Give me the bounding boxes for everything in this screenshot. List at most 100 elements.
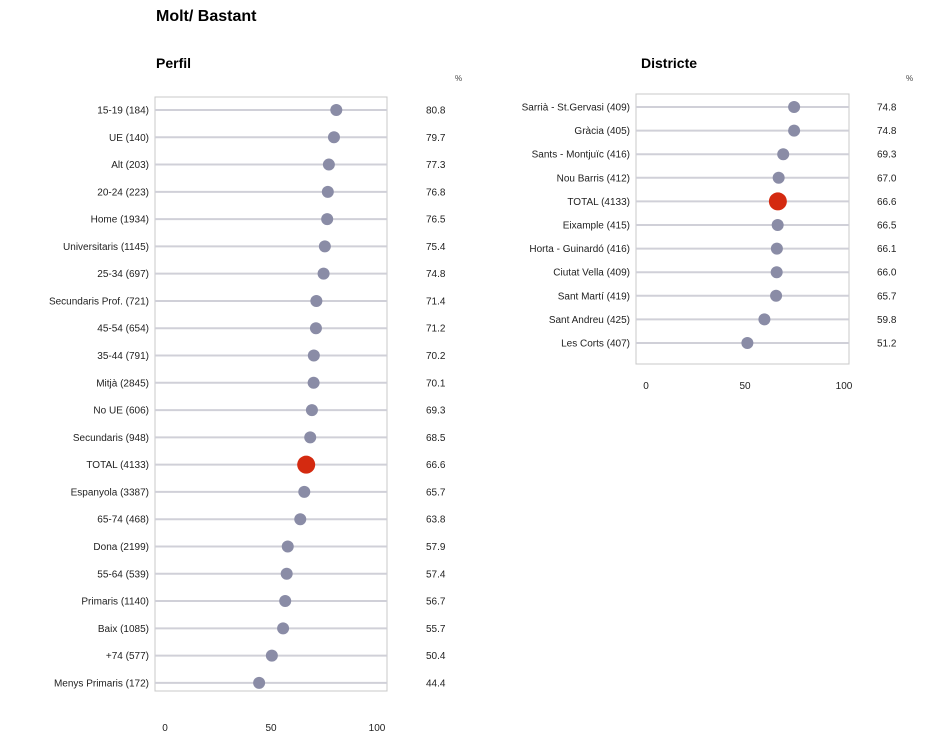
data-point-perfil-1 xyxy=(327,131,340,144)
value-label-districte-8: 65.7 xyxy=(877,291,897,302)
data-point-perfil-0 xyxy=(330,104,343,116)
data-point-perfil-9 xyxy=(307,349,320,362)
value-label-districte-10: 51.2 xyxy=(877,339,897,350)
category-label-perfil-11: No UE (606) xyxy=(93,406,149,417)
category-label-perfil-18: Primaris (1140) xyxy=(81,597,149,608)
value-label-districte-0: 74.8 xyxy=(877,103,897,114)
category-label-districte-8: Sant Martí (419) xyxy=(558,291,630,302)
category-label-perfil-2: Alt (203) xyxy=(111,160,149,171)
category-label-perfil-12: Secundaris (948) xyxy=(73,433,149,444)
data-point-perfil-5 xyxy=(318,240,331,253)
data-point-districte-1 xyxy=(788,124,801,137)
data-point-perfil-19 xyxy=(277,622,290,635)
data-point-perfil-11 xyxy=(305,404,318,417)
data-point-perfil-3 xyxy=(321,185,334,198)
category-label-districte-4: TOTAL (4133) xyxy=(567,197,630,208)
category-label-perfil-21: Menys Primaris (172) xyxy=(54,678,149,689)
category-label-perfil-3: 20-24 (223) xyxy=(97,187,149,198)
value-label-perfil-20: 50.4 xyxy=(426,651,446,662)
data-point-districte-3 xyxy=(772,171,785,184)
data-point-districte-7 xyxy=(770,266,783,279)
category-label-perfil-20: +74 (577) xyxy=(106,651,149,662)
x-tick-label-perfil-1: 50 xyxy=(265,723,277,734)
value-label-perfil-17: 57.4 xyxy=(426,569,446,580)
data-point-perfil-20 xyxy=(265,649,278,662)
x-tick-label-districte-0: 0 xyxy=(643,381,649,392)
category-label-districte-5: Eixample (415) xyxy=(563,221,630,232)
panel-title-districte: Districte xyxy=(641,55,697,71)
category-label-perfil-15: 65-74 (468) xyxy=(97,515,149,526)
value-label-perfil-2: 77.3 xyxy=(426,160,446,171)
data-point-total-districte xyxy=(768,192,787,211)
value-label-districte-4: 66.6 xyxy=(877,197,897,208)
data-point-districte-5 xyxy=(771,219,784,231)
data-point-perfil-16 xyxy=(281,540,294,553)
category-label-districte-2: Sants - Montjuïc (416) xyxy=(532,150,630,161)
unit-label-districte: % xyxy=(906,74,913,83)
plot-frame-perfil xyxy=(154,96,388,692)
data-point-perfil-4 xyxy=(321,213,334,226)
value-label-districte-6: 66.1 xyxy=(877,244,897,255)
category-label-perfil-10: Mitjà (2845) xyxy=(96,378,149,389)
category-label-perfil-16: Dona (2199) xyxy=(93,542,149,553)
category-label-perfil-5: Universitaris (1145) xyxy=(63,242,149,253)
value-label-perfil-19: 55.7 xyxy=(426,624,446,635)
category-label-perfil-19: Baix (1085) xyxy=(98,624,149,635)
value-label-perfil-7: 71.4 xyxy=(426,296,446,307)
category-label-perfil-0: 15-19 (184) xyxy=(97,106,149,117)
category-label-districte-1: Gràcia (405) xyxy=(574,126,630,137)
data-point-districte-2 xyxy=(777,148,790,161)
value-label-perfil-21: 44.4 xyxy=(426,678,446,689)
value-label-districte-5: 66.5 xyxy=(877,221,897,232)
value-label-districte-1: 74.8 xyxy=(877,126,897,137)
data-point-districte-0 xyxy=(788,101,801,113)
x-tick-label-districte-1: 50 xyxy=(739,381,751,392)
category-label-perfil-4: Home (1934) xyxy=(91,215,149,226)
data-point-perfil-17 xyxy=(280,567,293,580)
data-point-districte-8 xyxy=(770,289,783,302)
data-point-perfil-7 xyxy=(310,294,323,307)
category-label-perfil-14: Espanyola (3387) xyxy=(71,487,149,498)
value-label-perfil-14: 65.7 xyxy=(426,487,446,498)
category-label-districte-0: Sarrià - St.Gervasi (409) xyxy=(522,103,630,114)
value-label-perfil-0: 80.8 xyxy=(426,106,446,117)
data-point-perfil-21 xyxy=(253,676,266,689)
data-point-perfil-6 xyxy=(317,267,330,280)
data-point-districte-9 xyxy=(758,313,771,326)
data-point-perfil-14 xyxy=(298,485,311,498)
data-point-districte-6 xyxy=(770,242,783,255)
value-label-perfil-16: 57.9 xyxy=(426,542,446,553)
category-label-districte-10: Les Corts (407) xyxy=(561,339,630,350)
value-label-districte-2: 69.3 xyxy=(877,150,897,161)
value-label-perfil-5: 75.4 xyxy=(426,242,446,253)
x-tick-label-perfil-2: 100 xyxy=(369,723,386,734)
category-label-perfil-9: 35-44 (791) xyxy=(97,351,149,362)
value-label-perfil-6: 74.8 xyxy=(426,269,446,280)
value-label-perfil-1: 79.7 xyxy=(426,133,446,144)
category-label-districte-7: Ciutat Vella (409) xyxy=(553,268,630,279)
value-label-perfil-18: 56.7 xyxy=(426,597,446,608)
plot-frame-districte xyxy=(635,93,850,365)
category-label-districte-3: Nou Barris (412) xyxy=(557,173,630,184)
value-label-perfil-10: 70.1 xyxy=(426,378,446,389)
value-label-perfil-4: 76.5 xyxy=(426,215,446,226)
unit-label-perfil: % xyxy=(455,74,462,83)
data-point-perfil-12 xyxy=(304,431,317,444)
category-label-districte-9: Sant Andreu (425) xyxy=(549,315,630,326)
chart-panel-perfil: Perfil% 0 50 100 15-19 (184) 80.8 UE (140) 79.7… xyxy=(49,55,462,734)
data-point-perfil-2 xyxy=(322,158,335,171)
page-title: Molt/ Bastant xyxy=(156,8,257,25)
data-point-perfil-18 xyxy=(279,595,292,608)
value-label-districte-7: 66.0 xyxy=(877,268,897,279)
x-tick-label-districte-2: 100 xyxy=(836,381,853,392)
value-label-perfil-11: 69.3 xyxy=(426,406,446,417)
value-label-perfil-9: 70.2 xyxy=(426,351,446,362)
value-label-perfil-12: 68.5 xyxy=(426,433,446,444)
category-label-perfil-7: Secundaris Prof. (721) xyxy=(49,296,149,307)
chart-panel-districte: Districte% 0 50 100 Sarrià - St.Gervasi (409… xyxy=(522,55,914,392)
value-label-perfil-3: 76.8 xyxy=(426,187,446,198)
category-label-perfil-13: TOTAL (4133) xyxy=(86,460,149,471)
category-label-perfil-17: 55-64 (539) xyxy=(97,569,149,580)
data-point-districte-10 xyxy=(741,337,754,349)
